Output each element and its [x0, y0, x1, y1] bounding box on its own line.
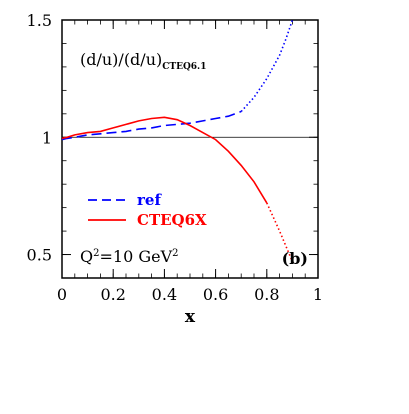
x-tick-label: 0	[57, 285, 67, 304]
ratio-annotation-main: (d/u)/(d/u)	[80, 50, 162, 69]
series-ref-extrapolation	[240, 19, 294, 113]
x-tick-label: 1	[313, 285, 323, 304]
q2-rest: =10 GeV	[100, 247, 173, 266]
x-tick-label: 0.2	[100, 285, 125, 304]
y-tick-label: 0.5	[27, 246, 52, 265]
q2-main: Q	[80, 247, 93, 266]
x-tick-label: 0.4	[152, 285, 177, 304]
ratio-annotation-sub: CTEQ6.1	[162, 62, 206, 72]
legend-label-cteq6x: CTEQ6X	[137, 211, 207, 229]
legend-label-ref: ref	[137, 191, 162, 209]
y-tick-label: 1.5	[27, 11, 52, 30]
ratio-annotation: (d/u)/(d/u)CTEQ6.1	[80, 50, 206, 72]
y-tick-label: 1	[42, 128, 52, 147]
legend: ref CTEQ6X	[88, 191, 207, 229]
x-tick-label: 0.8	[254, 285, 279, 304]
q2-annotation: Q2=10 GeV2	[80, 247, 179, 266]
series-cteq6x-line	[61, 116, 268, 204]
q2-unit-sup: 2	[172, 248, 178, 259]
q2-sup: 2	[93, 248, 99, 259]
x-axis-title: x	[185, 307, 196, 327]
x-tick-label: 0.6	[203, 285, 228, 304]
series-ref-line	[61, 110, 242, 141]
panel-label: (b)	[282, 249, 308, 268]
series-cteq6x-extrapolation	[266, 202, 294, 262]
